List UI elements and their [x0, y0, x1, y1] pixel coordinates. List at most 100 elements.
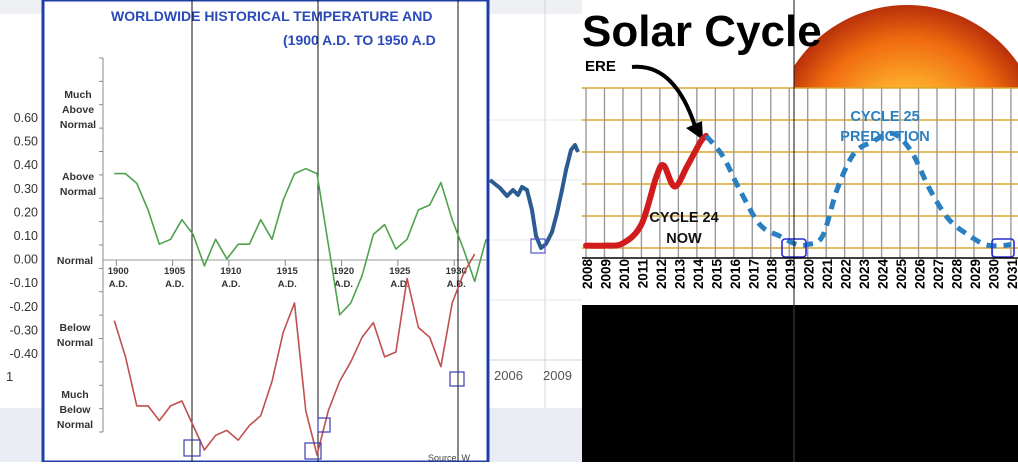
- x-tick-label-era: A.D.: [278, 279, 297, 290]
- x-tick-label-era: A.D.: [221, 279, 240, 290]
- back-axis-tick-label: 0.60: [14, 111, 38, 125]
- year-tick-label: 2022: [839, 259, 854, 289]
- year-tick-label: 2008: [582, 259, 595, 290]
- back-marker: [530, 238, 546, 254]
- x-tick-label: 1930: [446, 266, 467, 277]
- x-tick-label: 1915: [277, 266, 299, 277]
- x-tick-label: 1905: [164, 266, 186, 277]
- year-tick-label: 2018: [765, 259, 780, 290]
- ylabel-line: Above: [62, 171, 94, 183]
- here-arrow-head: [686, 121, 703, 140]
- solar-cycle-collage: Solar Cycle ERE CYCLE 24 NOW CYCLE 25 PR…: [580, 0, 1018, 462]
- year-tick-label: 2012: [654, 259, 669, 289]
- back-axis-tick-label: -0.30: [10, 323, 39, 337]
- x-tick-label: 1900: [108, 266, 129, 277]
- back-axis-tick-label: 0.10: [14, 229, 38, 243]
- year-tick-label: 2031: [1005, 259, 1018, 290]
- back-axis-tick-label: -0.20: [10, 300, 39, 314]
- year-tick-label: 2021: [820, 259, 835, 290]
- solar-cycle-svg: Solar Cycle ERE CYCLE 24 NOW CYCLE 25 PR…: [580, 0, 1018, 462]
- year-tick-label: 2013: [672, 259, 687, 290]
- back-axis-ticks: 0.60 0.50 0.40 0.30 0.20 0.10 0.00 -0.10 -0.20 -0…: [10, 111, 39, 361]
- back-axis-tick-label: 0.40: [14, 158, 38, 172]
- above-normal-series-line: [114, 167, 487, 316]
- back-axis-tick-label: -0.10: [10, 276, 39, 290]
- solar-title: Solar Cycle: [582, 7, 822, 56]
- year-tick-label: 2011: [635, 259, 650, 289]
- year-tick-label: 2020: [802, 259, 817, 289]
- ylabel-much-above: Much Above Normal: [60, 89, 96, 131]
- year-tick-label: 2019: [783, 259, 798, 289]
- year-tick-label: 2025: [894, 259, 909, 290]
- year-tick-label: 2024: [876, 259, 891, 290]
- cycle25-label-line: CYCLE 25: [850, 109, 919, 125]
- back-axis-tick-label: 0.30: [14, 182, 38, 196]
- year-axis: 2008 2009 2010 2011 2012 2013 2014 2015 2016 2017…: [580, 257, 1018, 290]
- ylabel-line: Much: [61, 389, 88, 401]
- year-tick-label: 2027: [931, 259, 946, 289]
- y-ticks: [99, 57, 103, 433]
- chart-title-line1: WORLDWIDE HISTORICAL TEMPERATURE AND: [111, 8, 432, 24]
- cycle25-series-line: [704, 130, 1012, 249]
- x-tick-label: 1910: [220, 266, 241, 277]
- marker-square: [317, 417, 331, 433]
- marker-square: [991, 238, 1015, 258]
- x-labels: 1900 A.D. 1905 A.D. 1910 A.D. 1915 A.D. 1920 A.D.…: [108, 260, 467, 290]
- year-tick-label: 2010: [617, 259, 632, 289]
- ylabel-line: Normal: [60, 186, 96, 198]
- year-tick-label: 2023: [857, 259, 872, 290]
- marker-square: [183, 439, 201, 457]
- here-arrow: [631, 64, 697, 127]
- year-tick-label: 2014: [691, 259, 706, 290]
- ylabel-line: Normal: [57, 337, 93, 349]
- cycle25-label-line: PREDICTION: [840, 129, 929, 145]
- ylabel-below: Below Normal: [57, 322, 93, 349]
- ylabel-line: Much: [64, 89, 91, 101]
- year-tick-label: 2029: [968, 259, 983, 289]
- back-axis-tick-label: 0.00: [14, 253, 38, 267]
- x-tick-label-era: A.D.: [447, 279, 466, 290]
- x-tick-label-era: A.D.: [165, 279, 184, 290]
- year-tick-label: 2016: [728, 259, 743, 290]
- here-label: ERE: [585, 58, 616, 75]
- temperature-chart-svg: 2006 2009 0.60 0.50 0.40 0.30 0.20 0.10 0.00 -0…: [0, 0, 582, 464]
- back-year-2006: 2006: [494, 368, 523, 383]
- temperature-collage: 2006 2009 0.60 0.50 0.40 0.30 0.20 0.10 0.00 -0…: [0, 0, 582, 464]
- ylabel-line: Below: [60, 322, 92, 334]
- cycle24-label-line: NOW: [666, 231, 702, 247]
- back-axis-fragment: 1: [6, 369, 13, 384]
- sun-image: [794, 5, 1018, 88]
- cycle25-label: CYCLE 25 PREDICTION: [840, 109, 929, 145]
- ylabel-line: Normal: [57, 419, 93, 431]
- year-tick-label: 2017: [746, 259, 761, 289]
- year-tick-label: 2015: [709, 259, 724, 290]
- marker-square: [304, 442, 322, 460]
- x-tick-label: 1920: [333, 266, 354, 277]
- year-tick-label: 2009: [598, 259, 613, 289]
- back-axis-tick-label: 0.50: [14, 135, 38, 149]
- x-tick-label: 1925: [389, 266, 411, 277]
- chart-title-line2: (1900 A.D. TO 1950 A.D: [283, 32, 436, 48]
- marker-square: [449, 371, 465, 387]
- cycle24-label: CYCLE 24 NOW: [649, 210, 718, 247]
- ylabel-normal: Normal: [57, 255, 93, 267]
- back-chart-right-area: [488, 14, 582, 408]
- cycle24-label-line: CYCLE 24: [649, 210, 718, 226]
- front-chart-panel: [41, 0, 490, 464]
- ylabel-line: Normal: [60, 119, 96, 131]
- back-axis-tick-label: -0.40: [10, 347, 39, 361]
- cycle24-series-line: [583, 132, 710, 249]
- year-tick-label: 2026: [913, 259, 928, 290]
- ylabel-line: Above: [62, 104, 94, 116]
- x-tick-label-era: A.D.: [390, 279, 409, 290]
- ylabel-above: Above Normal: [60, 171, 96, 198]
- ylabel-line: Below: [60, 404, 92, 416]
- below-normal-series-line: [113, 253, 476, 456]
- x-tick-label-era: A.D.: [334, 279, 353, 290]
- source-fragment: Source: W: [428, 453, 471, 462]
- black-bottom-area: [582, 305, 1018, 462]
- x-tick-label-era: A.D.: [109, 279, 128, 290]
- back-year-2009: 2009: [543, 368, 572, 383]
- back-axis-tick-label: 0.20: [14, 205, 38, 219]
- year-tick-label: 2028: [949, 259, 964, 290]
